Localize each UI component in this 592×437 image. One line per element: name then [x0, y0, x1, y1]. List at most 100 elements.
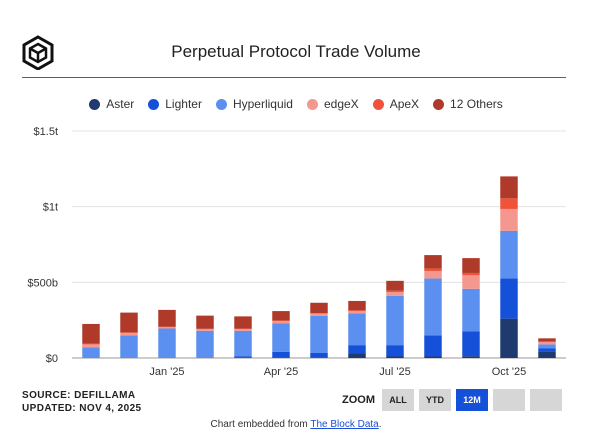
zoom-label: ZOOM — [342, 394, 375, 406]
legend-item-aster[interactable]: Aster — [89, 97, 134, 111]
legend-item-hyperliquid[interactable]: Hyperliquid — [215, 97, 293, 111]
bar-segment — [424, 270, 442, 279]
bar-segment — [500, 318, 518, 358]
legend-swatch-lighter — [148, 98, 160, 110]
bar-segment — [462, 356, 480, 358]
bar-segment — [500, 208, 518, 231]
bar-segment — [310, 357, 328, 358]
chart-title: Perpetual Protocol Trade Volume — [171, 42, 421, 61]
x-tick-label: Apr '25 — [264, 366, 299, 378]
bar-segment — [272, 357, 290, 358]
bar-segment — [348, 353, 366, 358]
legend-label-hyperliquid: Hyperliquid — [232, 97, 293, 111]
bar-segment — [462, 331, 480, 357]
bar-segment — [272, 323, 290, 352]
x-tick-label: Oct '25 — [492, 366, 527, 378]
bar-segment — [234, 330, 252, 357]
zoom-ytd-button[interactable]: YTD — [419, 389, 451, 411]
legend-item-lighter[interactable]: Lighter — [148, 97, 202, 111]
updated-label: UPDATED: NOV 4, 2025 — [22, 403, 142, 414]
bar-segment — [82, 344, 100, 348]
y-tick-label: $1.5t — [34, 126, 58, 138]
bar-segment — [424, 335, 442, 357]
bar-segment — [424, 268, 442, 271]
bar-segment — [386, 290, 404, 293]
bar-segment — [348, 300, 366, 311]
y-tick-label: $0 — [46, 353, 58, 365]
bar-segment — [538, 348, 556, 352]
bar-segment — [348, 311, 366, 314]
bar-segment — [500, 176, 518, 199]
stacked-bar-chart: $0 $500b $1t $1.5t Jan '25 Apr '25 Jul '25 Oct … — [27, 126, 566, 378]
legend-swatch-hyperliquid — [215, 98, 227, 110]
bar-segment — [310, 302, 328, 314]
bar-segment — [424, 356, 442, 358]
bar-segment — [196, 315, 214, 329]
zoom-12m-button[interactable]: 12M — [456, 389, 488, 411]
bar-segment — [348, 313, 366, 346]
embed-prefix: Chart embedded from — [210, 419, 311, 430]
bar-segment — [234, 356, 252, 358]
legend-item-edgex[interactable]: edgeX — [306, 97, 359, 111]
bar-segment — [386, 280, 404, 291]
bar-segment — [196, 330, 214, 358]
bar-segment — [82, 323, 100, 344]
source-label: SOURCE: DEFILLAMA — [22, 390, 136, 401]
bar-segment — [538, 344, 556, 349]
bar-segment — [538, 342, 556, 345]
bar-segment — [386, 345, 404, 357]
embed-credit: Chart embedded from The Block Data. — [0, 419, 592, 430]
bar-segment — [120, 333, 138, 336]
bar-segment — [234, 316, 252, 329]
embed-suffix: . — [378, 419, 382, 430]
bar-segment — [158, 328, 176, 358]
bar-segment — [386, 295, 404, 346]
bar-segment — [462, 275, 480, 289]
bar-segment — [500, 230, 518, 279]
bar-segment — [234, 328, 252, 331]
bar-segment — [196, 329, 214, 331]
bar-segment — [310, 353, 328, 358]
bar-segment — [538, 338, 556, 342]
bar-segment — [386, 292, 404, 296]
bar-segment — [120, 332, 138, 334]
legend-label-aster: Aster — [106, 97, 135, 111]
bar-segment — [120, 335, 138, 358]
bar-segment — [82, 343, 100, 345]
bar-segment — [272, 320, 290, 324]
zoom-all-button[interactable]: ALL — [382, 389, 414, 411]
zoom-extra-button-2[interactable] — [530, 389, 562, 411]
legend-item-apex[interactable]: ApeX — [372, 97, 419, 111]
bar-segment — [348, 310, 366, 312]
bar-segment — [120, 312, 138, 333]
bar-segment — [462, 272, 480, 276]
bar-segment — [158, 326, 176, 329]
y-tick-label: $1t — [43, 202, 58, 214]
y-tick-label: $500b — [27, 277, 58, 289]
title-divider — [22, 77, 566, 78]
bar-segment — [500, 198, 518, 209]
chart-legend: Aster Lighter Hyperliquid edgeX ApeX 12 … — [0, 97, 592, 111]
legend-label-edgex: edgeX — [323, 97, 359, 111]
bar-segment — [272, 311, 290, 321]
bar-segment — [386, 356, 404, 358]
legend-swatch-edgex — [306, 98, 318, 110]
the-block-data-link[interactable]: The Block Data — [310, 419, 379, 430]
zoom-extra-button-1[interactable] — [493, 389, 525, 411]
legend-swatch-aster — [89, 98, 101, 110]
bar-segment — [272, 351, 290, 358]
x-tick-label: Jan '25 — [149, 366, 184, 378]
bar-segment — [234, 357, 252, 358]
bar-segment — [310, 315, 328, 354]
legend-item-others[interactable]: 12 Others — [433, 97, 503, 111]
bar-segment — [82, 347, 100, 358]
bar-segment — [500, 278, 518, 319]
source-info: SOURCE: DEFILLAMA UPDATED: NOV 4, 2025 — [22, 389, 142, 415]
bar-segment — [158, 309, 176, 327]
bar-segment — [310, 313, 328, 316]
bar-segment — [424, 255, 442, 269]
bar-segment — [348, 345, 366, 354]
bar-segment — [462, 288, 480, 332]
legend-label-others: 12 Others — [450, 97, 503, 111]
bar-segment — [538, 351, 556, 358]
